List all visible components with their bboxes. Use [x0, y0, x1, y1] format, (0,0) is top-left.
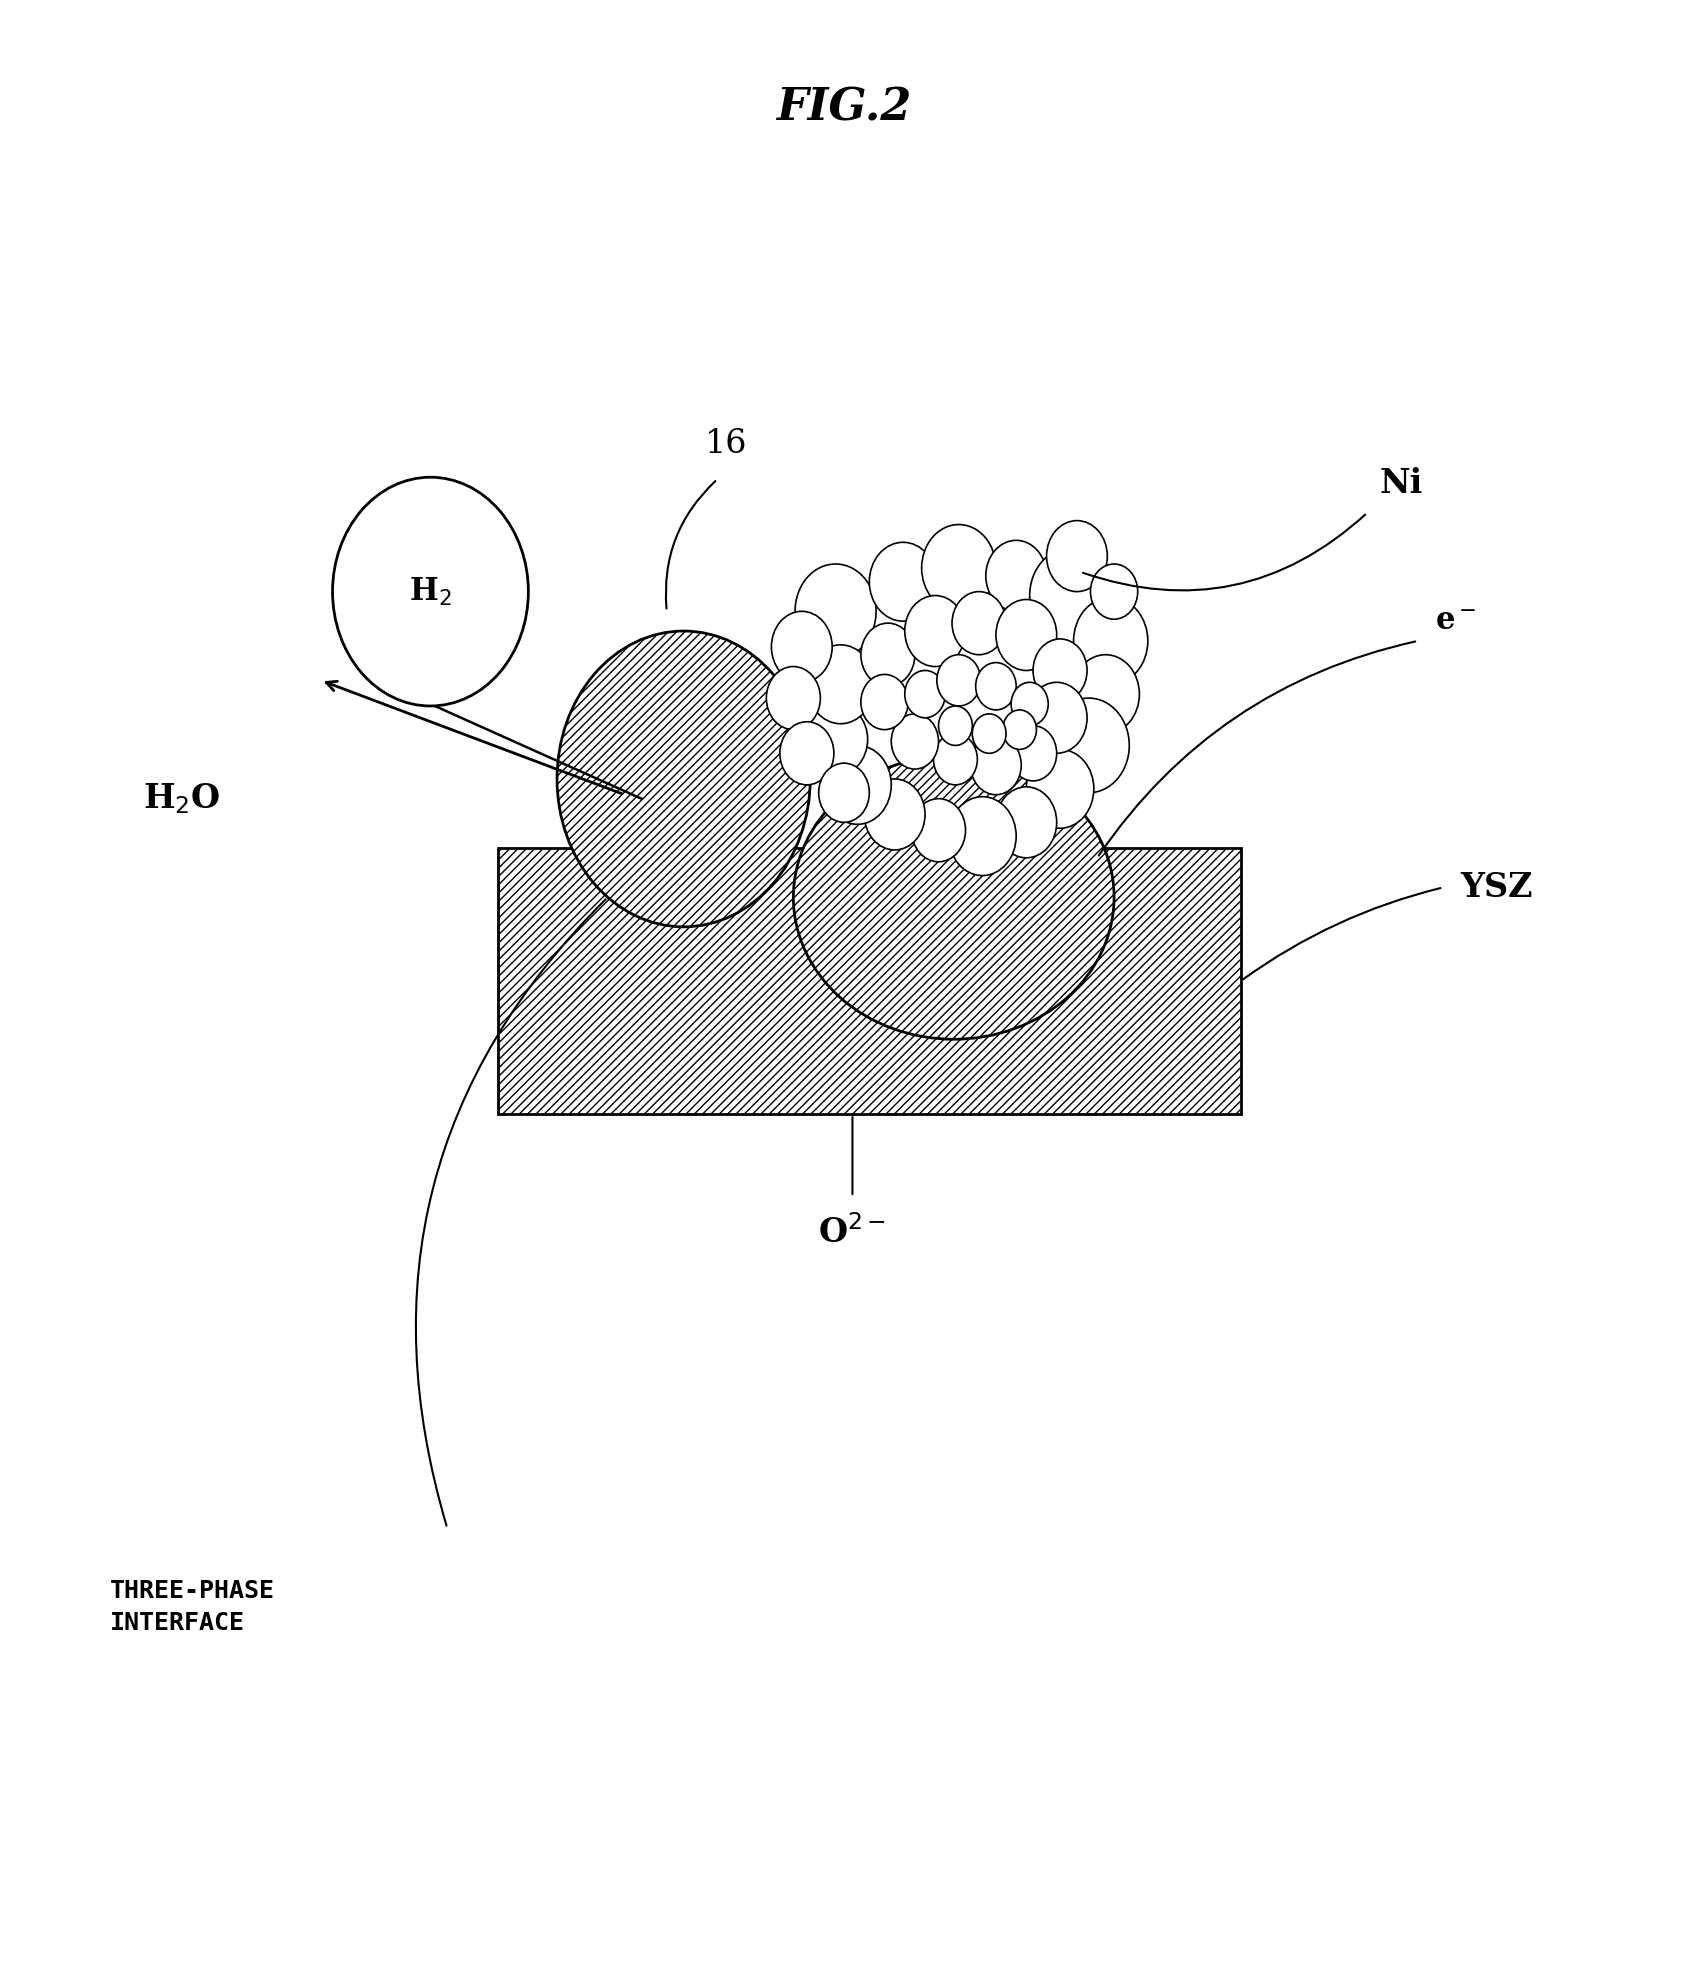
- Text: H$_2$O: H$_2$O: [143, 781, 221, 816]
- Circle shape: [1011, 682, 1048, 726]
- Circle shape: [891, 714, 939, 769]
- Circle shape: [869, 542, 937, 621]
- Circle shape: [795, 564, 876, 659]
- Circle shape: [949, 797, 1016, 876]
- Circle shape: [905, 596, 966, 667]
- Circle shape: [807, 645, 874, 724]
- Circle shape: [996, 599, 1057, 670]
- Circle shape: [1033, 639, 1087, 702]
- Circle shape: [807, 704, 868, 775]
- Circle shape: [1030, 548, 1111, 643]
- Circle shape: [933, 734, 977, 785]
- Circle shape: [972, 714, 1006, 753]
- Text: e$^-$: e$^-$: [1435, 605, 1477, 637]
- Circle shape: [861, 623, 915, 686]
- Circle shape: [971, 736, 1021, 795]
- Circle shape: [1072, 655, 1139, 734]
- Circle shape: [1009, 726, 1057, 781]
- Circle shape: [1074, 598, 1148, 684]
- Circle shape: [861, 674, 908, 730]
- Circle shape: [1048, 698, 1129, 793]
- Circle shape: [864, 779, 925, 850]
- Bar: [498, 848, 1241, 1114]
- Circle shape: [912, 799, 966, 862]
- Text: O$^{2-}$: O$^{2-}$: [819, 1215, 886, 1250]
- Circle shape: [771, 611, 832, 682]
- Ellipse shape: [793, 755, 1114, 1039]
- Circle shape: [1026, 682, 1087, 753]
- Circle shape: [939, 706, 972, 745]
- Text: FIG.2: FIG.2: [776, 87, 912, 130]
- Circle shape: [937, 655, 981, 706]
- Text: Ni: Ni: [1379, 467, 1423, 499]
- Circle shape: [333, 477, 528, 706]
- Circle shape: [952, 592, 1006, 655]
- Text: 16: 16: [704, 428, 748, 459]
- Circle shape: [905, 670, 945, 718]
- Circle shape: [1026, 749, 1094, 828]
- Circle shape: [996, 787, 1057, 858]
- Circle shape: [976, 663, 1016, 710]
- Text: H$_2$: H$_2$: [408, 576, 452, 607]
- Circle shape: [1047, 521, 1107, 592]
- Circle shape: [780, 722, 834, 785]
- Circle shape: [819, 763, 869, 822]
- Text: THREE-PHASE
INTERFACE: THREE-PHASE INTERFACE: [110, 1580, 275, 1635]
- Circle shape: [986, 540, 1047, 611]
- Circle shape: [1003, 710, 1036, 749]
- Circle shape: [766, 667, 820, 730]
- Circle shape: [922, 525, 996, 611]
- Circle shape: [1090, 564, 1138, 619]
- Text: YSZ: YSZ: [1460, 872, 1533, 903]
- Ellipse shape: [557, 631, 810, 927]
- Circle shape: [824, 745, 891, 824]
